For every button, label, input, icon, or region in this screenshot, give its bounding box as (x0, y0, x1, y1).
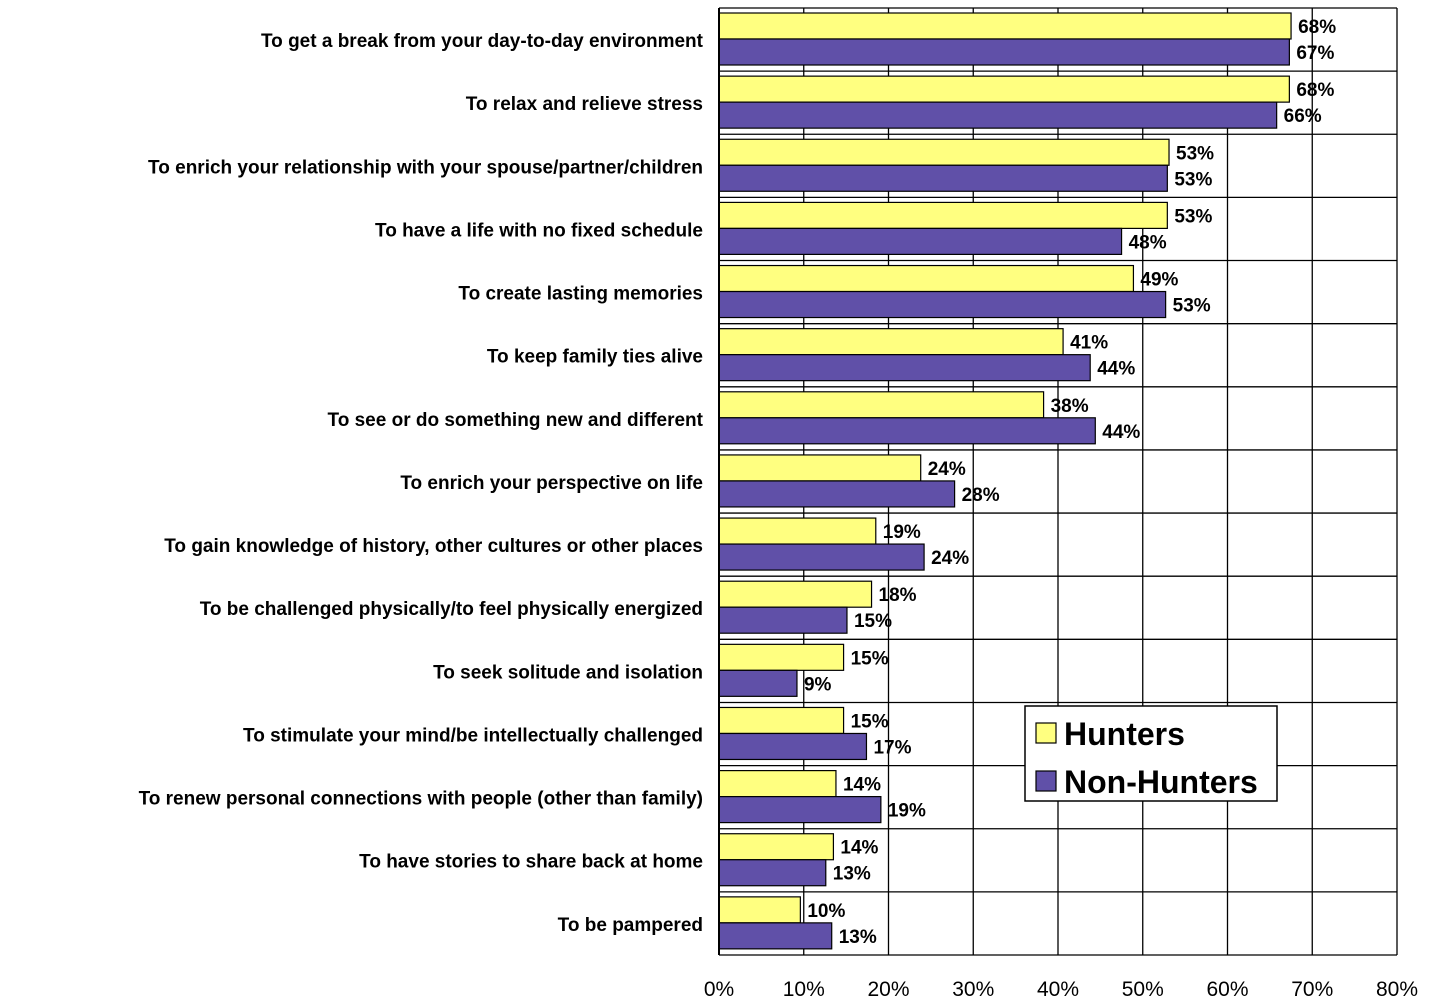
data-label: 18% (879, 585, 917, 606)
data-label: 17% (873, 737, 911, 758)
bar-hunters (718, 201, 1168, 229)
bar-hunters (718, 75, 1290, 103)
bar-hunters (718, 580, 873, 608)
data-label: 13% (839, 927, 877, 948)
data-label: 49% (1140, 270, 1178, 291)
data-label: 10% (807, 901, 845, 922)
data-label: 44% (1102, 422, 1140, 443)
bar-hunters (718, 896, 801, 924)
data-label: 14% (843, 775, 881, 796)
legend: Hunters Non-Hunters (1024, 705, 1278, 802)
bar-non-hunters (718, 732, 868, 761)
data-label: 41% (1070, 333, 1108, 354)
x-tick-label: 0% (704, 978, 734, 1001)
data-label: 19% (883, 522, 921, 543)
x-tick-label: 80% (1376, 978, 1418, 1001)
category-label: To enrich your relationship with your sp… (148, 157, 703, 178)
bar-hunters (718, 454, 922, 482)
bar-hunters (718, 833, 835, 861)
data-label: 24% (928, 459, 966, 480)
bar-non-hunters (718, 101, 1278, 129)
data-label: 38% (1051, 396, 1089, 417)
category-label: To be pampered (558, 915, 703, 936)
bar-hunters (718, 12, 1292, 40)
x-tick-label: 70% (1291, 978, 1333, 1001)
bar-non-hunters (718, 417, 1096, 445)
category-label: To see or do something new and different (328, 410, 704, 431)
category-label: To relax and relieve stress (466, 94, 703, 115)
x-tick-label: 50% (1122, 978, 1164, 1001)
x-tick-label: 60% (1206, 978, 1248, 1001)
data-label: 14% (840, 838, 878, 859)
data-label: 67% (1296, 43, 1334, 64)
bar-non-hunters (718, 859, 827, 887)
bar-hunters (718, 517, 877, 545)
bar-hunters (718, 138, 1170, 166)
bar-non-hunters (718, 543, 925, 571)
data-label: 68% (1296, 80, 1334, 101)
data-label: 15% (851, 648, 889, 669)
x-tick-label: 30% (952, 978, 994, 1001)
bar-hunters (718, 706, 845, 735)
bar-non-hunters (718, 164, 1168, 192)
bar-non-hunters (718, 606, 848, 634)
data-label: 28% (962, 485, 1000, 506)
category-label: To enrich your perspective on life (400, 473, 703, 494)
bar-hunters (718, 769, 837, 798)
x-tick-label: 20% (867, 978, 909, 1001)
data-label: 13% (833, 864, 871, 885)
bars (718, 12, 1292, 950)
bar-non-hunters (718, 480, 956, 508)
bar-non-hunters (718, 922, 833, 950)
category-label: To have a life with no fixed schedule (375, 220, 703, 241)
bar-non-hunters (718, 290, 1167, 319)
data-label: 53% (1174, 169, 1212, 190)
data-label: 66% (1284, 106, 1322, 127)
data-label: 9% (804, 674, 832, 695)
category-labels: To get a break from your day-to-day envi… (139, 31, 704, 936)
category-label: To create lasting memories (458, 284, 703, 305)
legend-swatch (1035, 770, 1057, 792)
x-axis-ticks: 0% 10% 20% 30% 40% 50% 60% 70% 80% (704, 978, 1418, 1001)
data-labels: 68% 67% 68% 66% 53% 53% 53% 48% 49% 53% 41% 44% 38% 4… (804, 17, 1336, 948)
bar-hunters (718, 391, 1045, 419)
legend-swatch (1035, 722, 1057, 744)
category-label: To stimulate your mind/be intellectually… (243, 725, 703, 746)
data-label: 53% (1173, 296, 1211, 317)
data-label: 53% (1176, 143, 1214, 164)
data-label: 48% (1129, 232, 1167, 253)
bar-non-hunters (718, 227, 1123, 255)
category-label: To renew personal connections with peopl… (139, 789, 703, 810)
data-label: 53% (1174, 206, 1212, 227)
bar-hunters (718, 328, 1064, 356)
x-tick-label: 40% (1037, 978, 1079, 1001)
bar-non-hunters (718, 354, 1091, 382)
data-label: 68% (1298, 17, 1336, 38)
bar-hunters (718, 264, 1135, 293)
data-label: 15% (851, 711, 889, 732)
bar-non-hunters (718, 795, 882, 824)
bar-non-hunters (718, 38, 1290, 66)
data-label: 44% (1097, 359, 1135, 380)
data-label: 15% (854, 611, 892, 632)
legend-box (1024, 705, 1278, 802)
category-label: To keep family ties alive (487, 347, 703, 368)
bar-hunters (718, 643, 845, 671)
legend-label: Non-Hunters (1064, 764, 1258, 800)
legend-label: Hunters (1064, 716, 1185, 752)
category-label: To have stories to share back at home (359, 852, 703, 873)
category-label: To seek solitude and isolation (433, 662, 703, 683)
category-label: To gain knowledge of history, other cult… (164, 536, 703, 557)
data-label: 24% (931, 548, 969, 569)
category-label: To get a break from your day-to-day envi… (261, 31, 704, 52)
bar-non-hunters (718, 669, 798, 697)
category-label: To be challenged physically/to feel phys… (200, 599, 703, 620)
x-tick-label: 10% (783, 978, 825, 1001)
data-label: 19% (888, 801, 926, 822)
